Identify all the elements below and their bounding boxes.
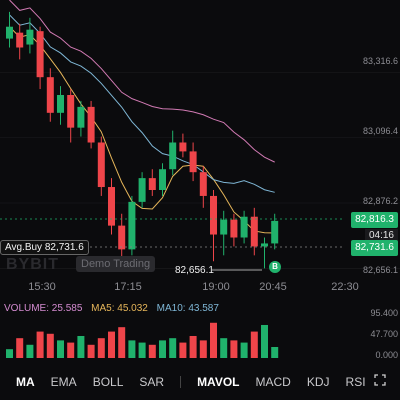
volume-bar <box>250 331 258 358</box>
volume-axis-label: 95.400 <box>370 308 398 318</box>
volume-ma5: MA5: 45.032 <box>91 303 148 314</box>
candle-body <box>67 95 75 128</box>
ma-line <box>9 26 275 234</box>
x-axis-label: 17:15 <box>114 281 142 293</box>
candle-body <box>220 219 228 235</box>
candle-body <box>138 178 146 202</box>
tab-sar[interactable]: SAR <box>139 375 165 389</box>
x-axis-label: 20:45 <box>259 281 287 293</box>
candle-body <box>230 219 238 238</box>
candle-body <box>189 151 197 173</box>
candle-body <box>6 26 13 39</box>
candle-body <box>148 178 156 190</box>
avg-buy-label[interactable]: Avg.Buy 82,731.6 <box>0 240 89 255</box>
candle-body <box>108 187 115 226</box>
tab-kdj[interactable]: KDJ <box>306 375 330 389</box>
volume-bar <box>169 338 177 358</box>
volume-bar <box>16 338 24 358</box>
candle-body <box>128 201 136 250</box>
volume-bar <box>128 340 136 358</box>
tab-ema[interactable]: EMA <box>50 375 77 389</box>
volume-bar <box>138 342 146 358</box>
volume-axis-label: 47.700 <box>370 329 398 339</box>
candle-body <box>271 220 279 244</box>
countdown-timer: 04:16 <box>364 229 398 242</box>
tab-macd[interactable]: MACD <box>255 375 291 389</box>
volume-bar <box>220 338 228 358</box>
x-axis-label: 15:30 <box>28 281 56 293</box>
candle-body <box>57 95 64 113</box>
price-chart[interactable] <box>0 0 400 365</box>
candle-body <box>87 106 95 143</box>
candle-body <box>179 142 187 152</box>
ma-line <box>9 0 275 163</box>
candle-body <box>77 106 85 128</box>
candle-body <box>261 243 268 247</box>
candle-body <box>46 77 54 113</box>
avg-buy-price-tag: 82,731.6 <box>351 240 398 256</box>
tab-rsi[interactable]: RSI <box>345 375 366 389</box>
volume-bar <box>46 333 54 358</box>
candle-body <box>240 216 248 238</box>
volume-bars <box>6 322 279 358</box>
candlestick-series <box>6 11 279 269</box>
candle-body <box>250 216 258 247</box>
low-price-label: 82,656.1 <box>175 265 214 276</box>
volume-bar <box>118 327 126 358</box>
volume-bar <box>199 340 207 358</box>
volume-value: VOLUME: 25.585 <box>4 303 83 314</box>
y-axis-label: 83,316.6 <box>362 56 398 66</box>
volume-bar <box>261 324 268 358</box>
volume-bar <box>97 338 105 358</box>
demo-trading-badge: Demo Trading <box>76 256 156 272</box>
volume-bar <box>108 331 115 358</box>
candle-body <box>210 195 217 235</box>
y-axis-label: 83,096.4 <box>362 126 398 136</box>
volume-bar <box>77 335 85 358</box>
candle-body <box>26 29 34 45</box>
volume-axis-label: 0.000 <box>375 350 398 360</box>
last-price-tag: 82,816.3 <box>351 212 398 228</box>
tab-mavol[interactable]: MAVOL <box>197 375 240 389</box>
volume-bar <box>240 342 248 358</box>
candle-body <box>97 142 105 188</box>
candle-body <box>118 225 126 250</box>
grid-lines <box>0 71 400 269</box>
candle-body <box>159 169 166 190</box>
volume-legend: VOLUME: 25.585 MA5: 45.032 MA10: 43.587 <box>4 303 225 314</box>
y-axis-label: 82,876.2 <box>362 196 398 206</box>
buy-marker-badge[interactable]: B <box>269 261 281 273</box>
candle-body <box>199 172 207 196</box>
volume-bar <box>148 344 156 358</box>
moving-average-lines <box>9 0 275 234</box>
volume-bar <box>230 340 238 358</box>
tab-ma[interactable]: MA <box>16 375 35 389</box>
x-axis-label: 22:30 <box>331 281 359 293</box>
expand-icon[interactable] <box>374 374 386 386</box>
indicator-tabs: MA EMA BOLL SAR MAVOL MACD KDJ RSI <box>0 368 400 396</box>
volume-bar <box>6 349 13 358</box>
watermark-logo: BYBIT <box>6 256 59 273</box>
volume-bar <box>159 340 166 358</box>
volume-ma10: MA10: 43.587 <box>156 303 219 314</box>
candle-body <box>36 31 44 78</box>
x-axis-label: 19:00 <box>202 281 230 293</box>
candle-body <box>16 32 24 48</box>
volume-bar <box>179 342 187 358</box>
ma-line <box>9 14 275 193</box>
volume-bar <box>26 344 34 358</box>
volume-bar <box>57 340 64 358</box>
volume-bar <box>87 344 95 358</box>
volume-bar <box>36 331 44 358</box>
candle-body <box>169 142 177 170</box>
y-axis-label: 82,656.1 <box>362 265 398 275</box>
volume-bar <box>189 335 197 358</box>
volume-bar <box>67 342 75 358</box>
volume-bar <box>210 322 217 358</box>
volume-bar <box>271 346 279 358</box>
tab-separator <box>180 376 182 388</box>
tab-boll[interactable]: BOLL <box>92 375 124 389</box>
